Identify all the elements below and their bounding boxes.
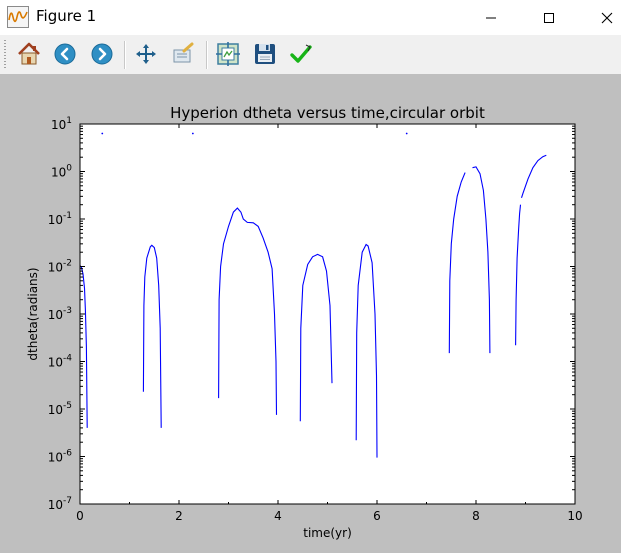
- y-axis-label: dtheta(radians): [26, 267, 40, 360]
- chart-figure: 0 2 4 6 8 10 101 100 10-1 10-2 10-3 10-4 10-5 10-6 10-…: [26, 104, 583, 540]
- x-tick-label: 2: [175, 509, 183, 523]
- checkmark-icon: [290, 44, 312, 63]
- home-icon: [18, 42, 40, 65]
- maximize-icon: [544, 12, 554, 23]
- series-line-2: [142, 244, 162, 428]
- series-line-9: [520, 154, 547, 198]
- x-tick-label: 8: [472, 509, 480, 523]
- x-tick-label: 10: [567, 509, 582, 523]
- forward-arrow-icon: [91, 43, 113, 65]
- zoom-button[interactable]: [168, 39, 198, 69]
- series-line-8: [515, 204, 522, 346]
- minimize-icon: [486, 17, 496, 18]
- series-line-7: [472, 166, 491, 354]
- y-tick-label: 10-1: [48, 211, 72, 227]
- y-tick-label: 10-7: [48, 496, 72, 512]
- save-button[interactable]: [250, 39, 280, 69]
- series-line-6: [448, 172, 466, 354]
- move-icon: [136, 44, 156, 64]
- series-line-4: [299, 253, 333, 422]
- toolbar-separator: [124, 41, 126, 69]
- toolbar: [0, 35, 621, 74]
- y-tick-label: 10-6: [48, 449, 73, 465]
- y-tick-label: 10-3: [48, 306, 72, 322]
- subplots-button[interactable]: [213, 39, 243, 69]
- data-point-3: [405, 132, 408, 135]
- data-point-2: [191, 132, 194, 135]
- close-button[interactable]: [584, 0, 621, 35]
- pan-button[interactable]: [131, 39, 161, 69]
- chart-title: Hyperion dtheta versus time,circular orb…: [170, 104, 485, 122]
- x-tick-label: 6: [373, 509, 381, 523]
- close-icon: [601, 12, 613, 23]
- x-tick-label: 4: [274, 509, 282, 523]
- y-tick-label: 10-5: [48, 401, 72, 417]
- maximize-button[interactable]: [526, 0, 572, 35]
- series-line-1: [79, 265, 88, 428]
- y-tick-label: 10-4: [48, 354, 73, 370]
- data-point-1: [101, 132, 104, 135]
- home-button[interactable]: [14, 39, 44, 69]
- window-title: Figure 1: [36, 7, 97, 25]
- back-arrow-icon: [54, 43, 76, 65]
- matplotlib-figure-icon: [7, 6, 29, 28]
- toolbar-grip[interactable]: [4, 40, 6, 70]
- y-tick-label: 10-2: [48, 259, 72, 275]
- floppy-disk-icon: [255, 44, 275, 64]
- y-tick-label: 101: [51, 116, 72, 132]
- zoom-rect-icon: [173, 42, 194, 63]
- series-line-3: [218, 207, 278, 415]
- x-axis-label: time(yr): [303, 526, 352, 540]
- plot-area: [80, 124, 575, 504]
- title-bar: Figure 1: [0, 0, 621, 35]
- forward-button[interactable]: [87, 39, 117, 69]
- series-line-5: [355, 243, 378, 458]
- figure-canvas[interactable]: 0 2 4 6 8 10 101 100 10-1 10-2 10-3 10-4 10-5 10-6 10-…: [0, 74, 621, 553]
- minimize-button[interactable]: [468, 0, 514, 35]
- back-button[interactable]: [50, 39, 80, 69]
- configure-subplots-icon: [216, 42, 240, 66]
- toolbar-separator: [206, 41, 208, 69]
- y-tick-label: 100: [51, 164, 72, 180]
- x-tick-label: 0: [76, 509, 84, 523]
- edit-button[interactable]: [286, 39, 316, 69]
